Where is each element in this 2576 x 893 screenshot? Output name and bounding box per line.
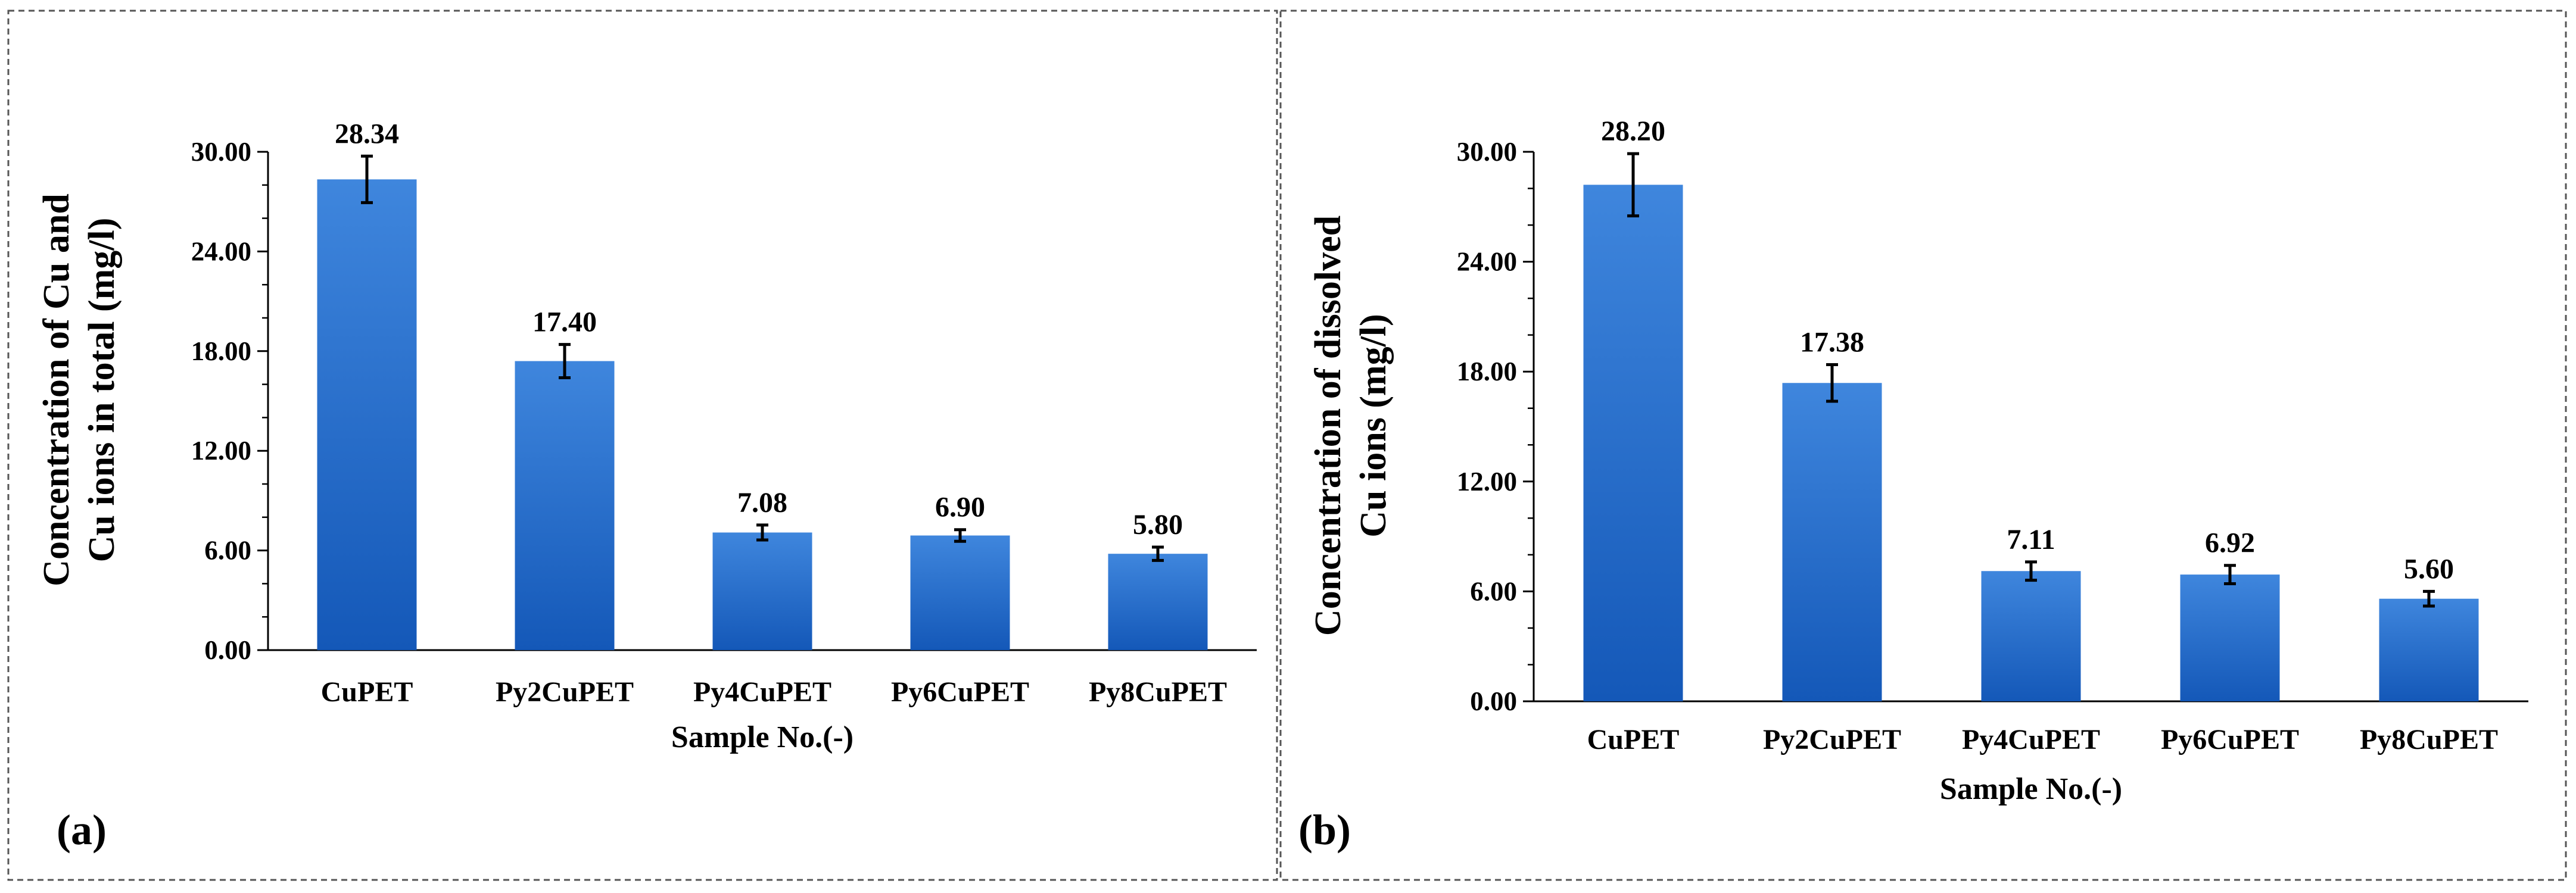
y-tick-label-b: 0.00 [1470,686,1517,716]
value-label-b-py4cupet: 7.11 [2007,524,2055,555]
error-bar-b-cupet [1627,152,1639,218]
category-label-a-py4cupet: Py4CuPET [693,676,831,708]
panel-a-frame [7,10,1278,881]
category-label-a-py8cupet: Py8CuPET [1089,676,1227,708]
error-bar-b-py6cupet [2224,564,2236,585]
category-label-b-py2cupet: Py2CuPET [1763,724,1901,755]
y-tick-label-a: 18.00 [191,336,251,366]
error-bar-b-py2cupet [1826,363,1838,403]
y-tick-label-a: 0.00 [204,635,251,665]
error-bar-a-py8cupet [1152,545,1164,562]
value-label-a-py4cupet: 7.08 [737,487,787,519]
panel-b: 0.00 6.00 12.00 18.00 24.00 30.00 28.20 CuPET 17… [1298,115,2528,854]
y-tick-label-b: 18.00 [1457,357,1517,386]
y-tick-label-b: 24.00 [1457,247,1517,277]
panel-b-frame [1279,10,2567,881]
bar-a-cupet [317,179,417,651]
value-label-b-py8cupet: 5.60 [2404,553,2454,585]
category-label-b-cupet: CuPET [1587,724,1680,755]
category-label-b-py8cupet: Py8CuPET [2360,724,2498,755]
y-tick-label-a: 6.00 [204,536,251,566]
error-bar-a-cupet [361,154,373,204]
value-label-a-py6cupet: 6.90 [935,492,985,523]
category-label-b-py6cupet: Py6CuPET [2161,724,2299,755]
y-tick-label-b: 6.00 [1470,576,1517,606]
bar-a-py4cupet [712,532,812,650]
error-bar-a-py2cupet [559,343,571,379]
value-label-b-py2cupet: 17.38 [1800,327,1864,358]
error-bar-b-py4cupet [2025,560,2037,582]
bar-b-py2cupet [1782,383,1882,701]
value-label-a-py2cupet: 17.40 [532,307,597,338]
bar-b-py6cupet [2180,574,2280,701]
panel-label-b: (b) [1298,806,1351,854]
value-label-a-cupet: 28.34 [335,118,399,149]
y-tick-label-a: 30.00 [191,137,251,167]
value-label-a-py8cupet: 5.80 [1133,509,1183,541]
category-label-b-py4cupet: Py4CuPET [1962,724,2100,755]
error-bar-a-py4cupet [756,523,768,542]
y-tick-label-a: 24.00 [191,236,251,266]
panel-label-a: (a) [57,806,107,854]
y-tick-label-b: 30.00 [1457,137,1517,167]
bar-a-py8cupet [1108,554,1208,650]
panel-a: 0.00 6.00 12.00 18.00 24.00 30.00 28.34 CuPET 17… [36,118,1257,854]
y-axis-title-b: Concentration of dissolved Cu ions (mg/l) [1308,216,1394,636]
error-bar-a-py6cupet [954,528,966,543]
y-axis-title-line: Concentration of Cu and [36,193,77,586]
bar-a-py6cupet [910,535,1010,650]
value-label-b-py6cupet: 6.92 [2205,527,2255,559]
y-axis-title-line: Cu ions in total (mg/l) [82,218,122,563]
y-tick-label-b: 12.00 [1457,467,1517,497]
y-axis-title-line: Cu ions (mg/l) [1353,314,1394,537]
bar-b-py4cupet [1981,571,2081,701]
y-axis-title-a: Concentration of Cu and Cu ions in total … [36,193,122,586]
x-axis-title-a: Sample No.(-) [671,720,854,754]
y-tick-label-a: 12.00 [191,436,251,466]
error-bar-b-py8cupet [2423,589,2435,608]
bar-b-py8cupet [2379,598,2479,701]
category-label-a-py2cupet: Py2CuPET [496,676,634,708]
value-label-b-cupet: 28.20 [1601,115,1665,147]
bar-b-cupet [1583,185,1683,701]
category-label-a-cupet: CuPET [321,676,413,708]
category-label-a-py6cupet: Py6CuPET [891,676,1029,708]
y-axis-title-line: Concentration of dissolved [1308,216,1348,636]
x-axis-title-b: Sample No.(-) [1940,772,2122,806]
bar-a-py2cupet [515,361,615,650]
